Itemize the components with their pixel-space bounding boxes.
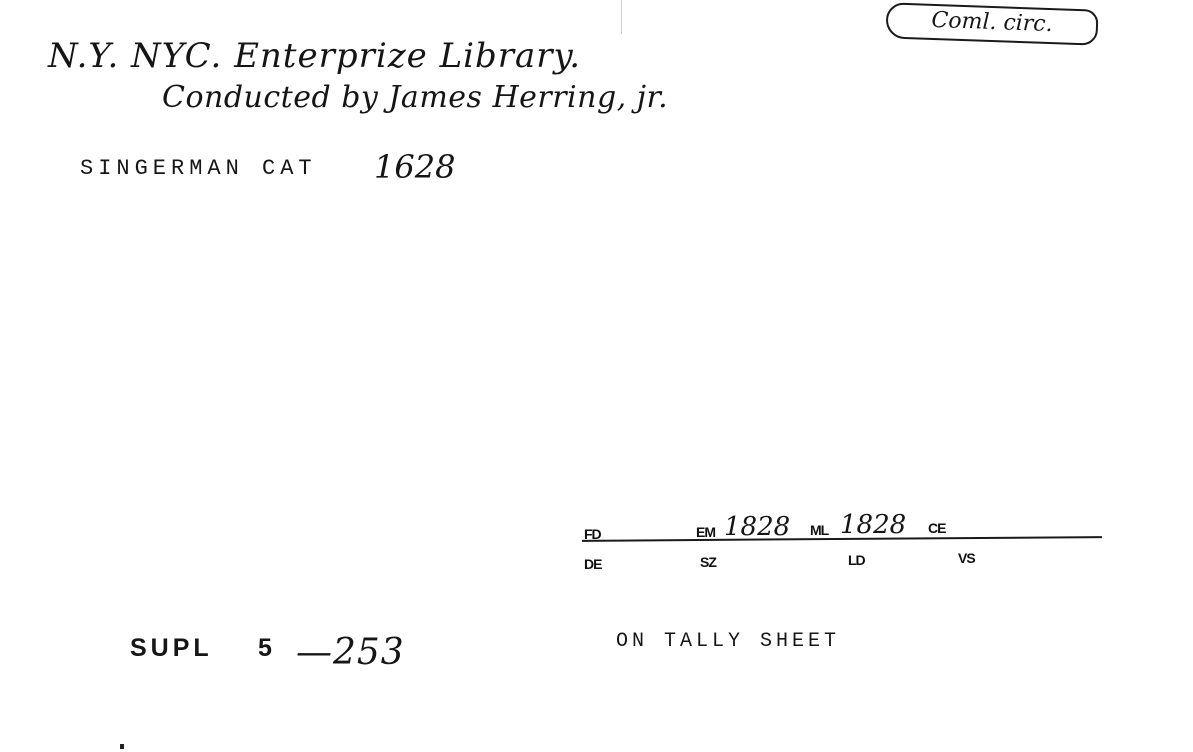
tally-rule — [581, 536, 1103, 542]
ml-label: ML — [810, 522, 829, 538]
heading-line-1: N.Y. NYC. Enterprize Library. — [48, 36, 582, 76]
tally-box: FD EM 1828 ML 1828 CE DE SZ LD VS — [581, 510, 1103, 576]
catalog-number: 1628 — [374, 148, 456, 186]
supl-volume: 5 — [258, 634, 272, 662]
heading-line-2: Conducted by James Herring, jr. — [162, 80, 669, 115]
supl-stamp: SUPL — [130, 634, 213, 662]
em-label: EM — [696, 524, 716, 540]
sz-label: SZ — [700, 554, 717, 570]
corner-note-oval: Coml. circ. — [885, 2, 1099, 46]
ld-label: LD — [848, 552, 866, 568]
fd-label: FD — [584, 526, 602, 542]
catalog-stamp: SINGERMAN CAT — [80, 156, 317, 181]
vs-label: VS — [958, 550, 976, 566]
corner-note: Coml. circ. — [931, 7, 1054, 38]
supl-page: —253 — [296, 632, 405, 673]
ml-value: 1828 — [840, 510, 907, 540]
fold-mark — [621, 0, 622, 34]
tally-sheet-stamp: ON TALLY SHEET — [616, 630, 841, 653]
ce-label: CE — [928, 520, 946, 536]
stray-mark — [120, 744, 124, 749]
de-label: DE — [584, 556, 602, 572]
em-value: 1828 — [724, 512, 791, 542]
